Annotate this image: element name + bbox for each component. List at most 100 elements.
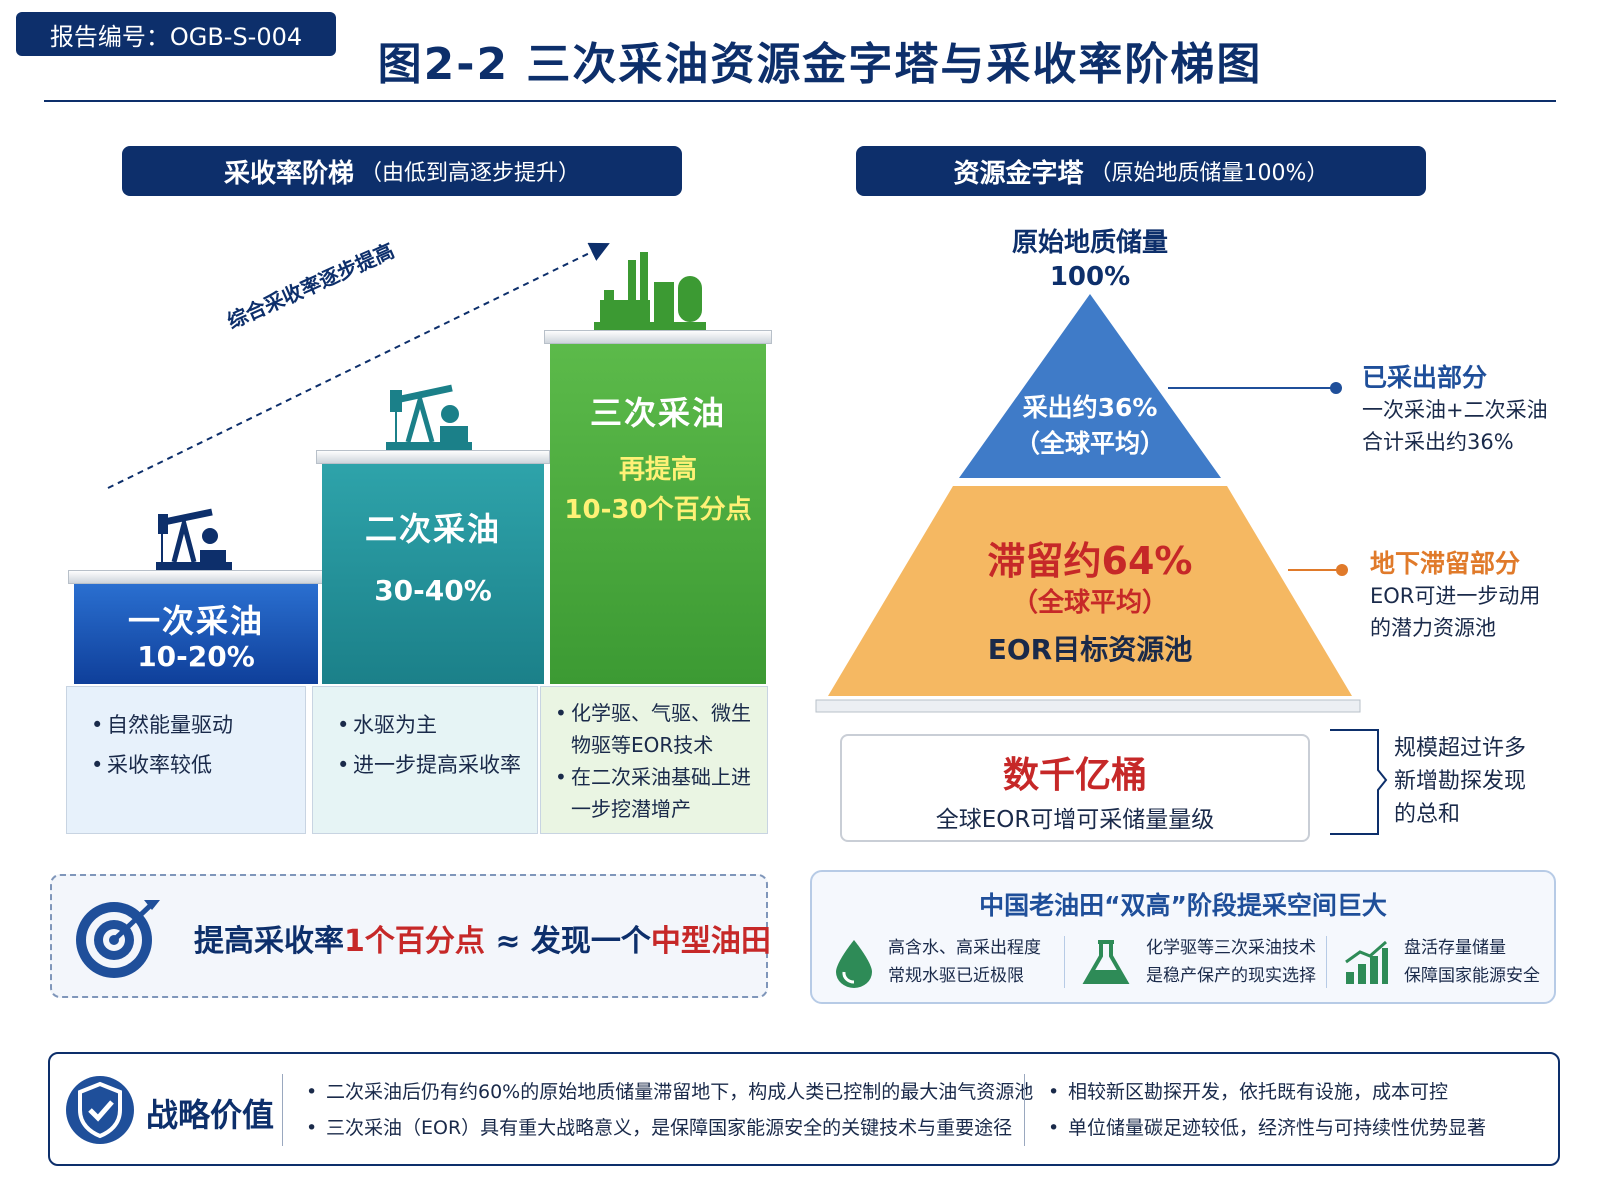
key-part-1: 提高采收率 bbox=[194, 924, 344, 959]
china-item-line2: 是稳产保产的现实选择 bbox=[1146, 966, 1316, 986]
list-item: 采收率较低 bbox=[91, 745, 305, 785]
eor-scale-box: 数千亿桶 全球EOR可增可采储量量级 bbox=[840, 734, 1310, 842]
step-secondary-recovery: 二次采油 30-40% bbox=[316, 450, 550, 684]
list-item: 单位储量碳足迹较低，经济性与可持续性优势显著 bbox=[1048, 1110, 1486, 1146]
mined-note-line1: 一次采油+二次采油 bbox=[1362, 398, 1548, 422]
flask-icon bbox=[1082, 940, 1130, 984]
scale-note-line3: 的总和 bbox=[1394, 802, 1461, 827]
water-drop-icon bbox=[836, 940, 872, 988]
step-range: 30-40% bbox=[374, 574, 492, 607]
step-range: 10-20% bbox=[137, 640, 255, 673]
strategy-list-left: 二次采油后仍有约60%的原始地质储量滞留地下，构成人类已控制的最大油气资源池 三… bbox=[306, 1074, 1033, 1146]
china-item-security: 盘活存量储量 保障国家能源安全 bbox=[1404, 934, 1540, 990]
list-item: 在二次采油基础上进一步挖潜增产 bbox=[555, 761, 767, 825]
resource-pyramid bbox=[815, 294, 1388, 835]
remain-note-title: 地下滞留部分 bbox=[1370, 549, 1521, 578]
step-name: 一次采油 bbox=[127, 602, 264, 640]
china-box-title: 中国老油田“双高”阶段提采空间巨大 bbox=[979, 891, 1387, 920]
pumpjack-icon-small bbox=[156, 508, 232, 570]
mined-connector-dot bbox=[1330, 382, 1342, 394]
step-tertiary-recovery: 三次采油 再提高 10-30个百分点 bbox=[544, 330, 772, 684]
pyramid-top-value: 100% bbox=[1049, 262, 1131, 292]
pyramid-lower-note: （全球平均） bbox=[1011, 588, 1168, 618]
step-name: 二次采油 bbox=[364, 510, 501, 548]
china-oilfield-box: 中国老油田“双高”阶段提采空间巨大 高含水、高采出程度 常规水驱已近极限 化学驱… bbox=[810, 870, 1556, 1004]
trend-arrow bbox=[107, 242, 610, 489]
strategy-divider bbox=[1024, 1074, 1025, 1146]
secondary-description: 水驱为主 进一步提高采收率 bbox=[312, 686, 538, 834]
china-divider bbox=[1326, 936, 1327, 988]
pyramid-base bbox=[815, 699, 1361, 713]
step-primary-recovery: 一次采油 10-20% bbox=[68, 570, 324, 684]
list-item: 水驱为主 bbox=[337, 705, 537, 745]
key-message-text: 提高采收率1个百分点 ≈ 发现一个中型油田 bbox=[194, 916, 771, 960]
ladder-heading: 采收率阶梯 bbox=[223, 158, 354, 189]
china-item-chemical: 化学驱等三次采油技术 是稳产保产的现实选择 bbox=[1146, 934, 1316, 990]
strategy-value-box: 战略价值 二次采油后仍有约60%的原始地质储量滞留地下，构成人类已控制的最大油气… bbox=[48, 1052, 1560, 1166]
pyramid-lower-pool: EOR目标资源池 bbox=[987, 633, 1193, 666]
china-item-line2: 保障国家能源安全 bbox=[1404, 966, 1540, 986]
pyramid-upper-tier bbox=[959, 294, 1221, 478]
list-item: 自然能量驱动 bbox=[91, 705, 305, 745]
strategy-list-right: 相较新区勘探开发，依托既有设施，成本可控 单位储量碳足迹较低，经济性与可持续性优… bbox=[1048, 1074, 1486, 1146]
scale-value: 数千亿桶 bbox=[1002, 755, 1147, 796]
key-part-4: 中型油田 bbox=[650, 924, 771, 959]
pyramid-lower-tier bbox=[828, 486, 1352, 696]
china-divider bbox=[1064, 936, 1065, 988]
ladder-heading-note: （由低到高逐步提升） bbox=[360, 161, 581, 186]
report-id-badge: 报告编号：OGB-S-004 bbox=[16, 12, 336, 56]
step-top-cap bbox=[316, 450, 550, 464]
key-part-3: ≈ 发现一个 bbox=[484, 924, 651, 959]
list-item: 进一步提高采收率 bbox=[337, 745, 537, 785]
key-part-2: 1个百分点 bbox=[344, 924, 485, 959]
step-range: 再提高 10-30个百分点 bbox=[550, 450, 766, 530]
page-title: 图2-2 三次采油资源金字塔与采收率阶梯图 bbox=[377, 39, 1263, 90]
tertiary-description: 化学驱、气驱、微生物驱等EOR技术 在二次采油基础上进一步挖潜增产 bbox=[540, 686, 768, 834]
scale-bracket bbox=[1330, 729, 1388, 835]
list-item: 相较新区勘探开发，依托既有设施，成本可控 bbox=[1048, 1074, 1486, 1110]
pumpjack-icon-medium bbox=[386, 384, 472, 450]
key-message-box: 提高采收率1个百分点 ≈ 发现一个中型油田 bbox=[50, 874, 771, 998]
remain-note-line2: 的潜力资源池 bbox=[1370, 616, 1496, 640]
china-item-line1: 化学驱等三次采油技术 bbox=[1146, 938, 1316, 958]
step-name: 三次采油 bbox=[589, 394, 726, 432]
remain-note-line1: EOR可进一步动用 bbox=[1370, 584, 1541, 608]
china-item-water: 高含水、高采出程度 常规水驱已近极限 bbox=[888, 934, 1041, 990]
strategy-title: 战略价值 bbox=[146, 1096, 275, 1134]
scale-description: 全球EOR可增可采储量量级 bbox=[935, 807, 1215, 833]
remain-connector-dot bbox=[1336, 564, 1348, 576]
step-range-line2: 10-30个百分点 bbox=[564, 495, 752, 525]
pyramid-top-label: 原始地质储量 100% bbox=[950, 226, 1230, 294]
target-icon bbox=[76, 900, 160, 978]
mined-note-title: 已采出部分 bbox=[1362, 363, 1488, 392]
scale-note-line1: 规模超过许多 bbox=[1394, 736, 1527, 761]
growth-chart-icon bbox=[1345, 940, 1388, 984]
ladder-section-header: 采收率阶梯 （由低到高逐步提升） bbox=[122, 146, 682, 196]
pyramid-heading: 资源金字塔 bbox=[953, 158, 1084, 189]
china-item-line1: 盘活存量储量 bbox=[1404, 938, 1506, 958]
list-item: 三次采油（EOR）具有重大战略意义，是保障国家能源安全的关键技术与重要途径 bbox=[306, 1110, 1033, 1146]
step-range-line1: 再提高 bbox=[618, 455, 697, 485]
china-item-line2: 常规水驱已近极限 bbox=[888, 966, 1024, 986]
pyramid-section-header: 资源金字塔 （原始地质储量100%） bbox=[856, 146, 1426, 196]
primary-description: 自然能量驱动 采收率较低 bbox=[66, 686, 306, 834]
scale-note: 规模超过许多 新增勘探发现 的总和 bbox=[1394, 732, 1526, 831]
title-divider bbox=[44, 100, 1556, 102]
pyramid-top-name: 原始地质储量 bbox=[1011, 228, 1168, 258]
scale-note-line2: 新增勘探发现 bbox=[1394, 769, 1527, 794]
mined-note-line2: 合计采出约36% bbox=[1362, 430, 1514, 454]
shield-check-icon bbox=[66, 1076, 134, 1144]
step-top-cap bbox=[544, 330, 772, 344]
oil-refinery-icon bbox=[594, 252, 706, 332]
pyramid-upper-text: 采出约36% （全球平均） bbox=[980, 390, 1200, 462]
pyramid-upper-line2: （全球平均） bbox=[1014, 429, 1165, 458]
china-item-line1: 高含水、高采出程度 bbox=[888, 938, 1041, 958]
list-item: 化学驱、气驱、微生物驱等EOR技术 bbox=[555, 697, 767, 761]
remain-note: 地下滞留部分 EOR可进一步动用 的潜力资源池 bbox=[1370, 548, 1540, 644]
list-item: 二次采油后仍有约60%的原始地质储量滞留地下，构成人类已控制的最大油气资源池 bbox=[306, 1074, 1033, 1110]
mined-note: 已采出部分 一次采油+二次采油 合计采出约36% bbox=[1362, 362, 1548, 458]
pyramid-lower-title: 滞留约64% bbox=[987, 539, 1193, 583]
strategy-divider bbox=[282, 1074, 283, 1146]
pyramid-upper-line1: 采出约36% bbox=[1022, 393, 1158, 422]
pyramid-heading-note: （原始地质储量100%） bbox=[1089, 161, 1329, 186]
